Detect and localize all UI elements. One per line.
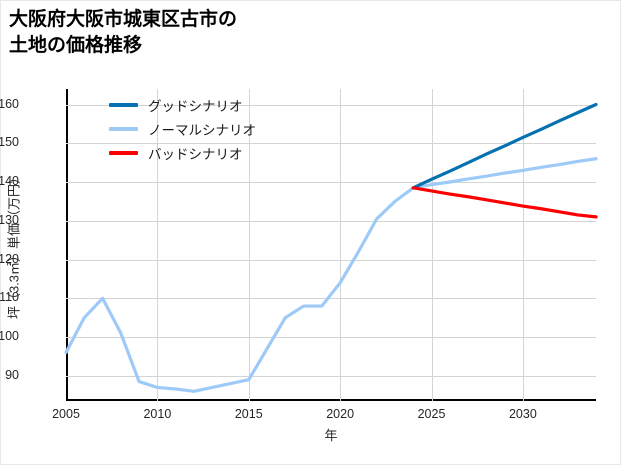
chart-legend: グッドシナリオ ノーマルシナリオ バッドシナリオ <box>109 93 256 165</box>
y-tick-150: 150 <box>0 135 19 150</box>
gridline-horizontal <box>66 220 596 222</box>
gridline-horizontal <box>66 143 596 145</box>
x-axis-label: 年 <box>324 428 338 443</box>
gridline-vertical <box>522 89 524 401</box>
gridline-horizontal <box>66 104 596 106</box>
legend-swatch-icon <box>109 103 138 107</box>
legend-label: ノーマルシナリオ <box>148 123 256 138</box>
x-tick-2025: 2025 <box>417 407 446 421</box>
gridline-vertical <box>431 89 433 401</box>
series-line-バッドシナリオ <box>411 186 598 219</box>
y-tick-90: 90 <box>5 367 19 382</box>
chart-title: 大阪府大阪市城東区古市の 土地の価格推移 <box>9 9 238 56</box>
x-tick-2015: 2015 <box>234 407 263 421</box>
x-tick-2005: 2005 <box>52 407 80 421</box>
gridline-vertical <box>157 89 159 401</box>
gridline-horizontal <box>66 259 596 261</box>
series-line-ノーマルシナリオ <box>64 157 598 393</box>
legend-swatch-icon <box>109 127 138 131</box>
legend-swatch-icon <box>109 151 138 155</box>
plot-frame <box>66 89 596 401</box>
gridline-horizontal <box>66 298 596 300</box>
legend-label: グッドシナリオ <box>148 99 243 114</box>
x-tick-2030: 2030 <box>508 407 537 421</box>
legend-label: バッドシナリオ <box>148 147 243 162</box>
y-tick-120: 120 <box>0 251 19 266</box>
gridline-horizontal <box>66 375 596 377</box>
gridline-horizontal <box>66 337 596 339</box>
y-tick-110: 110 <box>0 290 19 305</box>
x-tick-2020: 2020 <box>326 407 355 421</box>
gridline-vertical <box>340 89 342 401</box>
plot-area <box>64 89 598 401</box>
gridline-vertical <box>248 89 250 401</box>
y-tick-100: 100 <box>0 329 19 344</box>
y-tick-160: 160 <box>0 96 19 111</box>
series-line-グッドシナリオ <box>411 102 598 190</box>
legend-item-2[interactable]: バッドシナリオ <box>109 141 256 165</box>
y-tick-130: 130 <box>0 212 19 227</box>
gridline-horizontal <box>66 182 596 184</box>
legend-item-1[interactable]: ノーマルシナリオ <box>109 117 256 141</box>
x-tick-2010: 2010 <box>143 407 172 421</box>
y-tick-140: 140 <box>0 174 19 189</box>
series-lines <box>64 102 598 393</box>
legend-item-0[interactable]: グッドシナリオ <box>109 93 256 117</box>
